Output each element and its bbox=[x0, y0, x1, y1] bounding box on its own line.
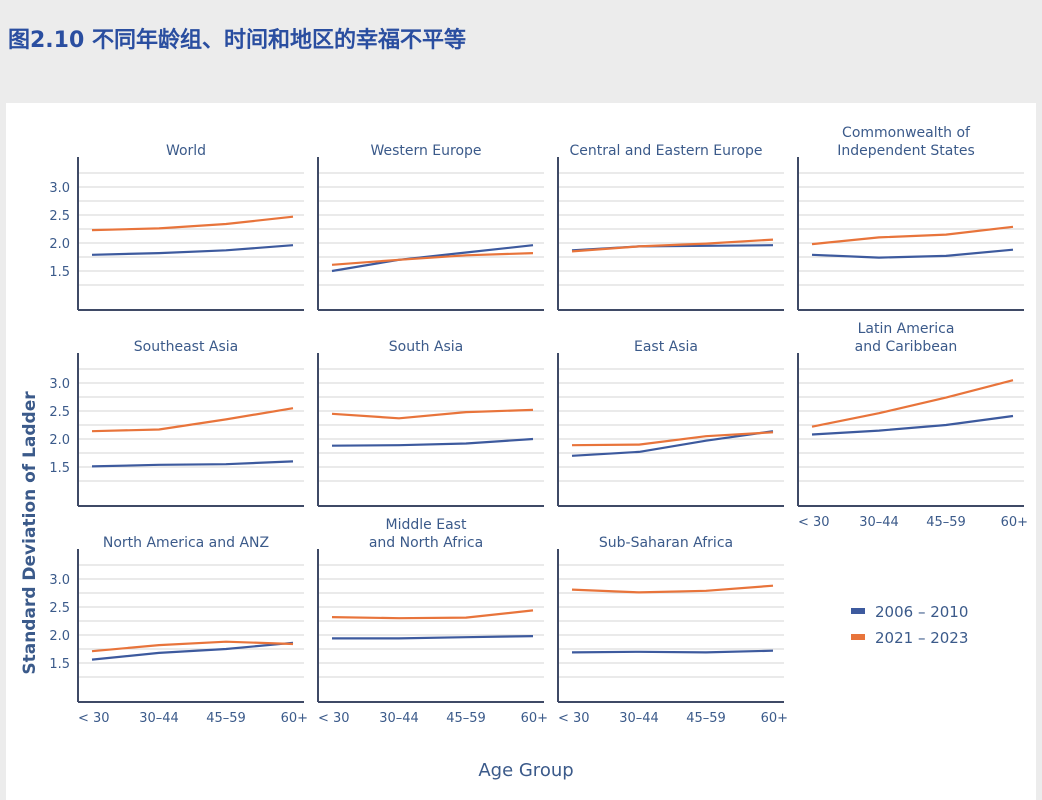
x-axis-label: Age Group bbox=[478, 760, 573, 781]
x-tick-label: 60+ bbox=[1001, 515, 1028, 530]
y-tick-label: 1.5 bbox=[49, 461, 70, 476]
series-line bbox=[331, 609, 534, 620]
x-tick-label: 45–59 bbox=[926, 515, 966, 530]
x-tick-label: 45–59 bbox=[686, 711, 726, 726]
series-line bbox=[91, 215, 294, 232]
series-line bbox=[811, 248, 1014, 259]
y-tick-label: 1.5 bbox=[49, 265, 70, 280]
legend-swatch bbox=[851, 608, 865, 614]
x-tick-label: 60+ bbox=[761, 711, 788, 726]
page-title: 图2.10 不同年龄组、时间和地区的幸福不平等 bbox=[8, 28, 466, 53]
chart-card: 1.5 2.0 2.5 3.0 World Western Europe Central a… bbox=[6, 103, 1036, 800]
series-line bbox=[811, 414, 1014, 436]
x-tick-label: 30–44 bbox=[139, 711, 179, 726]
series-line bbox=[571, 431, 774, 447]
panel-title: South Asia bbox=[389, 339, 463, 355]
series-line bbox=[91, 640, 294, 653]
series-line bbox=[811, 225, 1014, 246]
series-line bbox=[571, 238, 774, 253]
series-line bbox=[571, 649, 774, 654]
x-tick-label: 30–44 bbox=[619, 711, 659, 726]
x-tick-label: 60+ bbox=[521, 711, 548, 726]
legend-swatch bbox=[851, 634, 865, 640]
y-tick-label: 2.0 bbox=[49, 237, 70, 252]
panel-title: Middle East bbox=[386, 517, 467, 533]
panel-title: Sub-Saharan Africa bbox=[599, 535, 733, 551]
y-tick-label: 3.0 bbox=[49, 573, 70, 588]
series-line bbox=[571, 584, 774, 594]
y-tick-label: 3.0 bbox=[49, 377, 70, 392]
y-tick-label: 3.0 bbox=[49, 181, 70, 196]
y-tick-label: 2.5 bbox=[49, 601, 70, 616]
panel-title: Latin America bbox=[858, 321, 955, 337]
series-line bbox=[331, 437, 534, 447]
panel-title: Central and Eastern Europe bbox=[569, 143, 762, 159]
y-tick-label: 2.0 bbox=[49, 629, 70, 644]
x-tick-label: < 30 bbox=[318, 711, 350, 726]
panel-title: Western Europe bbox=[370, 143, 481, 159]
x-tick-label: < 30 bbox=[558, 711, 590, 726]
panel-title: Independent States bbox=[837, 143, 975, 159]
y-axis-label: Standard Deviation of Ladder bbox=[20, 391, 40, 675]
x-tick-label: 45–59 bbox=[206, 711, 246, 726]
x-tick-label: 30–44 bbox=[379, 711, 419, 726]
panel-title: North America and ANZ bbox=[103, 535, 269, 551]
x-tick-label: < 30 bbox=[798, 515, 830, 530]
panel-title: and Caribbean bbox=[855, 339, 958, 355]
panel-title: Southeast Asia bbox=[134, 339, 238, 355]
x-tick-label: < 30 bbox=[78, 711, 110, 726]
panel-title: East Asia bbox=[634, 339, 698, 355]
series-line bbox=[811, 379, 1014, 428]
panel-title: and North Africa bbox=[369, 535, 483, 551]
series-line bbox=[331, 408, 534, 420]
series-line bbox=[331, 252, 534, 266]
y-tick-label: 2.5 bbox=[49, 209, 70, 224]
x-tick-label: 60+ bbox=[281, 711, 308, 726]
legend-label: 2021 – 2023 bbox=[875, 629, 968, 647]
small-multiples-chart: 1.5 2.0 2.5 3.0 World Western Europe Central a… bbox=[20, 125, 1028, 781]
x-tick-label: 45–59 bbox=[446, 711, 486, 726]
series-line bbox=[571, 430, 774, 457]
panel-title: World bbox=[166, 143, 206, 159]
legend-label: 2006 – 2010 bbox=[875, 603, 968, 621]
y-tick-label: 1.5 bbox=[49, 657, 70, 672]
series-line bbox=[91, 407, 294, 433]
series-line bbox=[332, 635, 534, 640]
panel-title: Commonwealth of bbox=[842, 125, 971, 141]
series-line bbox=[91, 460, 294, 468]
x-tick-label: 30–44 bbox=[859, 515, 899, 530]
y-tick-label: 2.0 bbox=[49, 433, 70, 448]
series-line bbox=[91, 244, 294, 256]
series-line bbox=[91, 641, 294, 661]
y-tick-label: 2.5 bbox=[49, 405, 70, 420]
series-line bbox=[331, 244, 534, 273]
